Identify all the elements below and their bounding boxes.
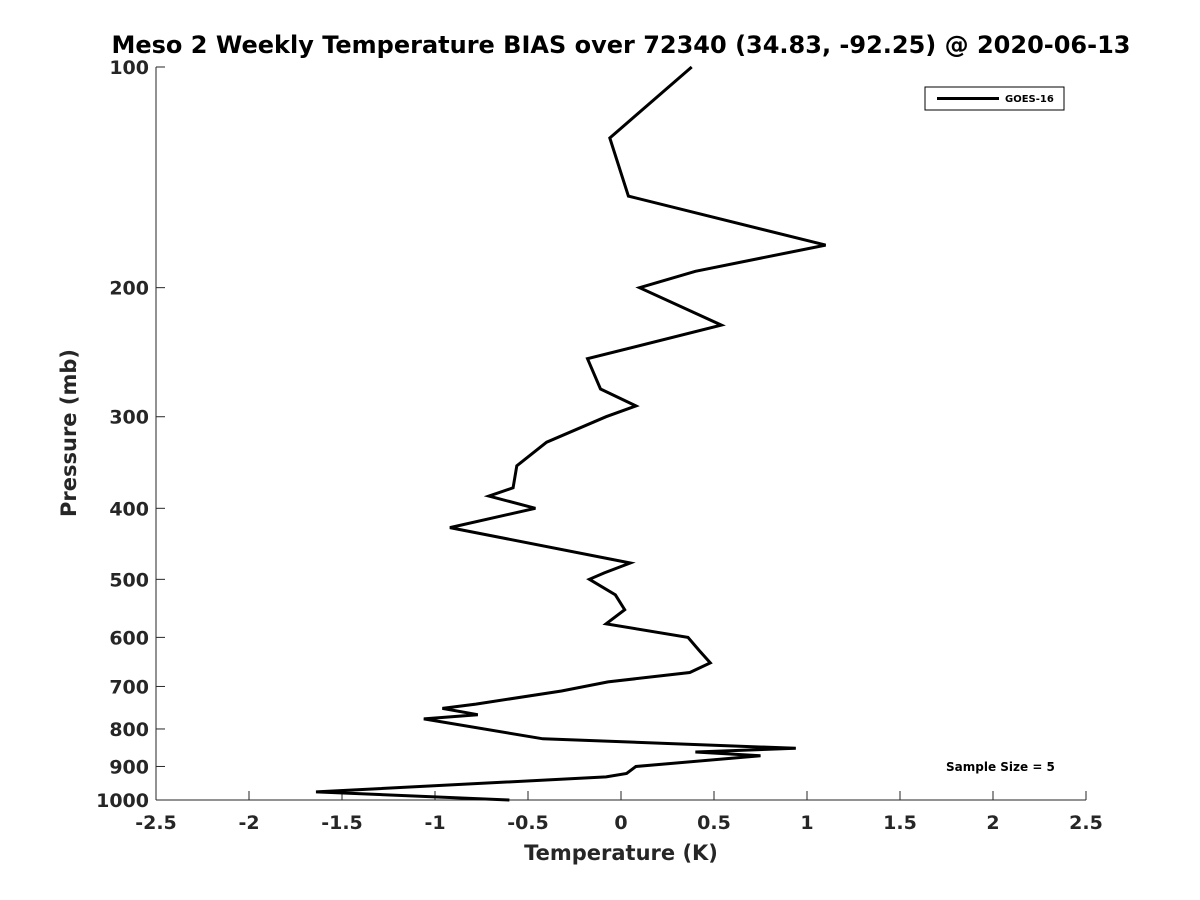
x-tick-label: 1.5 [883, 812, 917, 834]
legend: GOES-16 [924, 86, 1065, 111]
x-tick-label: -2.5 [135, 812, 177, 834]
x-tick-label: -2 [238, 812, 259, 834]
y-tick-label: 1000 [96, 790, 149, 812]
x-tick-label: -1.5 [321, 812, 363, 834]
x-axis-label: Temperature (K) [524, 841, 718, 865]
y-tick-label: 900 [109, 756, 149, 778]
y-tick-label: 500 [109, 569, 149, 591]
x-axis-ticks: -2.5 -2 -1.5 -1 -0.5 0 0.5 1 1.5 2 2.5 [135, 791, 1103, 834]
chart-title: Meso 2 Weekly Temperature BIAS over 7234… [111, 31, 1130, 59]
y-axis-label: Pressure (mb) [57, 349, 81, 517]
x-tick-label: -0.5 [507, 812, 549, 834]
y-tick-label: 300 [109, 407, 149, 429]
x-tick-label: 2.5 [1069, 812, 1103, 834]
legend-label: GOES-16 [1005, 94, 1054, 105]
series-line-0 [315, 65, 826, 802]
x-tick-label: -1 [424, 812, 445, 834]
x-tick-label: 0.5 [697, 812, 731, 834]
sample-size-annotation: Sample Size = 5 [946, 760, 1055, 774]
y-axis-ticks: 100 200 300 400 500 600 700 800 900 1000 [96, 57, 165, 812]
x-tick-label: 0 [614, 812, 627, 834]
series-layer [315, 65, 826, 802]
y-tick-label: 200 [109, 278, 149, 300]
y-tick-label: 700 [109, 676, 149, 698]
y-tick-label: 600 [109, 627, 149, 649]
y-tick-label: 100 [109, 57, 149, 79]
x-tick-label: 1 [800, 812, 813, 834]
x-tick-label: 2 [986, 812, 999, 834]
y-tick-label: 800 [109, 719, 149, 741]
y-tick-label: 400 [109, 498, 149, 520]
